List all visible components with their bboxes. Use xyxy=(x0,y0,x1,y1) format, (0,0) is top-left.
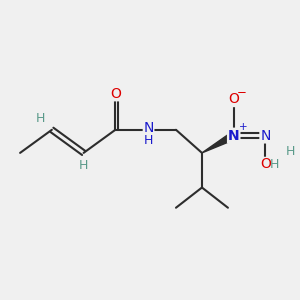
Text: N: N xyxy=(228,129,239,142)
Text: O: O xyxy=(260,158,271,171)
Text: H: H xyxy=(36,112,46,125)
Polygon shape xyxy=(202,132,236,153)
Text: H: H xyxy=(144,134,153,147)
Text: H: H xyxy=(269,158,279,171)
Text: N: N xyxy=(143,121,154,135)
Text: N: N xyxy=(260,129,271,142)
Text: −: − xyxy=(237,86,247,99)
Text: H: H xyxy=(79,158,88,172)
Text: O: O xyxy=(228,92,239,106)
Text: H: H xyxy=(285,145,295,158)
Text: O: O xyxy=(110,87,121,101)
Text: +: + xyxy=(238,122,247,133)
